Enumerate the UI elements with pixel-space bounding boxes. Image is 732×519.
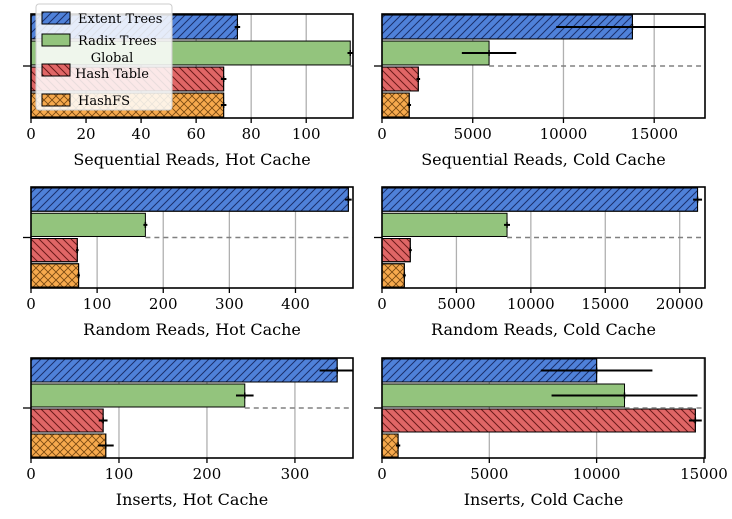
x-tick-label: 0 xyxy=(377,465,387,483)
bar-hatch xyxy=(30,408,104,433)
bar-hatch xyxy=(30,433,107,458)
panel-3: 0 100 200 300 400 Random Reads, Hot Cache xyxy=(23,186,354,339)
x-axis-label: Sequential Reads, Cold Cache xyxy=(421,150,666,169)
x-axis-label: Random Reads, Hot Cache xyxy=(83,320,301,339)
x-axis-label: Random Reads, Cold Cache xyxy=(431,320,656,339)
bar-radix-trees xyxy=(30,212,146,237)
x-axis-label: Sequential Reads, Hot Cache xyxy=(73,150,310,169)
bar-hatch xyxy=(381,238,411,263)
legend-swatch xyxy=(41,33,71,47)
bar-hatch xyxy=(381,408,696,433)
panel-6: 0 5000 10000 15000 Inserts, Cold Cache xyxy=(374,357,728,509)
panel-5: 0 100 200 300 Inserts, Hot Cache xyxy=(23,357,354,509)
x-tick-label: 0 xyxy=(26,125,36,143)
bar-hatch xyxy=(381,263,405,288)
x-tick-label: 300 xyxy=(215,295,244,313)
x-tick-label: 20000 xyxy=(656,295,704,313)
x-tick-label: 5000 xyxy=(470,465,508,483)
bar-radix-trees xyxy=(381,212,508,237)
x-tick-label: 0 xyxy=(377,125,387,143)
x-tick-label: 100 xyxy=(83,295,112,313)
legend-swatch-hatch xyxy=(41,11,71,25)
legend-label: Hash Table xyxy=(75,67,149,82)
x-tick-label: 20 xyxy=(76,125,95,143)
x-tick-label: 200 xyxy=(149,295,178,313)
x-tick-label: 15000 xyxy=(680,465,728,483)
x-tick-label: 0 xyxy=(26,295,36,313)
bar-hatch xyxy=(381,66,419,92)
bar-hatch xyxy=(30,358,338,383)
x-tick-label: 10000 xyxy=(540,125,588,143)
x-tick-label: 0 xyxy=(377,295,387,313)
x-axis-label: Inserts, Cold Cache xyxy=(464,490,624,509)
x-tick-label: 40 xyxy=(132,125,151,143)
x-tick-label: 80 xyxy=(242,125,261,143)
legend-label: Extent Trees xyxy=(78,12,162,27)
x-tick-label: 60 xyxy=(187,125,206,143)
bar-hatch xyxy=(30,187,349,212)
bar-hatch xyxy=(30,238,78,263)
panel-2: 0 5000 10000 15000 Sequential Reads, Cold Ca… xyxy=(374,13,706,169)
legend-label: Global xyxy=(91,51,134,66)
x-tick-label: 15000 xyxy=(630,125,678,143)
bar-radix-trees xyxy=(30,383,246,408)
x-tick-label: 10000 xyxy=(573,465,621,483)
x-tick-label: 5000 xyxy=(437,295,475,313)
x-tick-label: 200 xyxy=(193,465,222,483)
panels: 0 20 40 60 80 100 Sequential Reads, Hot Cache 0… xyxy=(23,13,728,509)
x-tick-label: 400 xyxy=(281,295,310,313)
x-tick-label: 10000 xyxy=(507,295,555,313)
bar-hatch xyxy=(381,433,399,458)
x-tick-label: 15000 xyxy=(581,295,629,313)
bar-hatch xyxy=(30,263,80,288)
bar-hatch xyxy=(381,92,410,118)
legend-label: Radix Trees xyxy=(78,34,157,49)
x-tick-label: 5000 xyxy=(454,125,492,143)
bar-hatch xyxy=(381,187,699,212)
x-tick-label: 100 xyxy=(292,125,321,143)
legend-label: HashFS xyxy=(78,94,130,109)
x-axis-label: Inserts, Hot Cache xyxy=(116,490,268,509)
legend-swatch-hatch xyxy=(41,63,71,77)
x-tick-label: 0 xyxy=(26,465,36,483)
legend-box xyxy=(35,3,173,111)
legend-swatch-hatch xyxy=(41,93,71,107)
x-tick-label: 100 xyxy=(105,465,134,483)
x-tick-label: 300 xyxy=(281,465,310,483)
